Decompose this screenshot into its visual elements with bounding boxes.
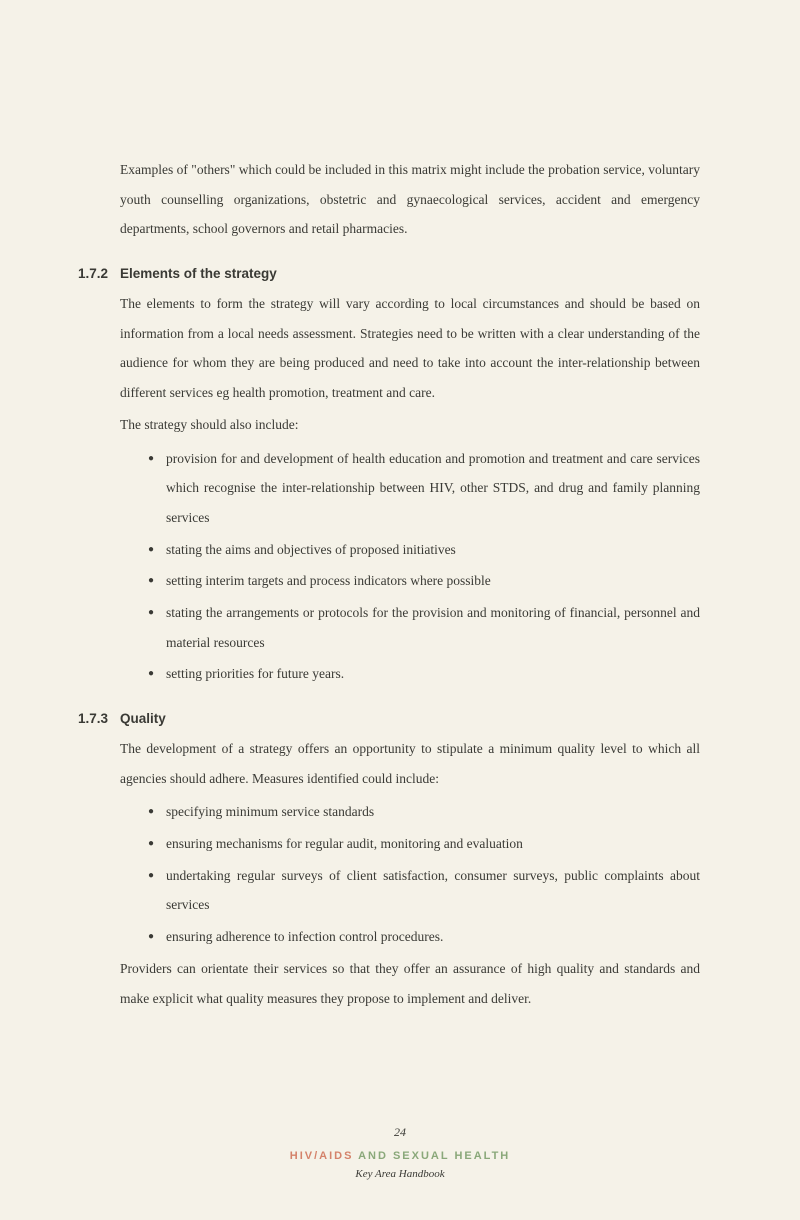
bullet-item: stating the arrangements or protocols fo… — [148, 598, 700, 657]
footer-subtitle: Key Area Handbook — [0, 1168, 800, 1180]
section-number: 1.7.2 — [78, 266, 120, 281]
section-heading: 1.7.2 Elements of the strategy — [78, 266, 700, 281]
footer-title: HIV/AIDS AND SEXUAL HEALTH — [0, 1150, 800, 1162]
bullet-list: specifying minimum service standards ens… — [120, 797, 700, 951]
footer-title-rest: AND SEXUAL HEALTH — [353, 1150, 510, 1162]
section-172: 1.7.2 Elements of the strategy The eleme… — [120, 266, 700, 689]
body-paragraph: Providers can orientate their services s… — [120, 954, 700, 1013]
bullet-item: setting priorities for future years. — [148, 659, 700, 689]
bullet-list: provision for and development of health … — [120, 444, 700, 690]
bullet-item: provision for and development of health … — [148, 444, 700, 533]
page-number: 24 — [0, 1125, 800, 1140]
section-173: 1.7.3 Quality The development of a strat… — [120, 711, 700, 1013]
page-footer: 24 HIV/AIDS AND SEXUAL HEALTH Key Area H… — [0, 1125, 800, 1180]
body-paragraph: The strategy should also include: — [120, 410, 700, 440]
body-paragraph: The development of a strategy offers an … — [120, 734, 700, 793]
section-title: Quality — [120, 711, 166, 726]
bullet-item: ensuring adherence to infection control … — [148, 922, 700, 952]
intro-paragraph: Examples of "others" which could be incl… — [120, 155, 700, 244]
section-number: 1.7.3 — [78, 711, 120, 726]
footer-title-hiv: HIV/AIDS — [290, 1150, 354, 1162]
bullet-item: stating the aims and objectives of propo… — [148, 535, 700, 565]
body-paragraph: The elements to form the strategy will v… — [120, 289, 700, 408]
bullet-item: undertaking regular surveys of client sa… — [148, 861, 700, 920]
section-heading: 1.7.3 Quality — [78, 711, 700, 726]
section-title: Elements of the strategy — [120, 266, 277, 281]
bullet-item: setting interim targets and process indi… — [148, 566, 700, 596]
bullet-item: specifying minimum service standards — [148, 797, 700, 827]
bullet-item: ensuring mechanisms for regular audit, m… — [148, 829, 700, 859]
